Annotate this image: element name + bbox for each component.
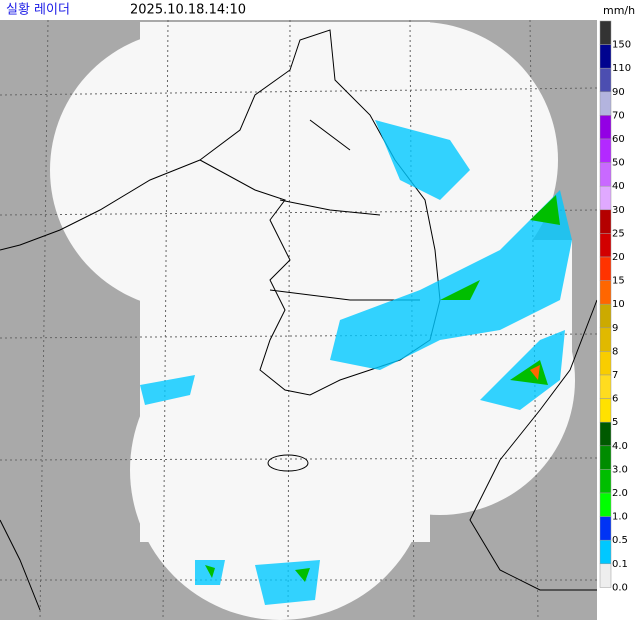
legend-label: 6 [612, 394, 618, 405]
header-bar [0, 0, 635, 20]
legend-swatch [599, 539, 612, 565]
legend-label: 20 [612, 252, 625, 263]
legend-label: 110 [612, 63, 631, 74]
legend-swatch [599, 469, 612, 494]
legend-swatch [599, 20, 612, 45]
legend-label: 30 [612, 205, 625, 216]
legend-label: 0.0 [612, 582, 628, 593]
legend-swatch [599, 91, 612, 116]
legend-swatch [599, 256, 612, 281]
legend-swatch [599, 445, 612, 470]
legend-label: 60 [612, 134, 625, 145]
legend-swatch [599, 162, 612, 187]
legend-swatch [599, 67, 612, 93]
legend-label: 0.1 [612, 559, 628, 570]
legend-swatch [599, 303, 612, 329]
legend-swatch [599, 421, 612, 447]
legend-swatch [599, 398, 612, 423]
legend-label: 8 [612, 346, 618, 357]
timestamp: 2025.10.18.14:10 [130, 3, 246, 18]
legend-swatch [599, 138, 612, 163]
legend-label: 1.0 [612, 512, 628, 523]
legend-label: 25 [612, 228, 625, 239]
legend-swatch [599, 185, 612, 211]
title: 실황 레이더 [6, 3, 70, 18]
legend: 150 110 90 70 60 50 40 30 25 20 15 10 9 8 7 6 5 4.0 3.0 2.0… [599, 20, 631, 593]
legend-label: 0.5 [612, 535, 628, 546]
legend-label: 15 [612, 276, 625, 287]
legend-label: 70 [612, 110, 625, 121]
legend-swatch [599, 351, 612, 376]
legend-label: 90 [612, 87, 625, 98]
legend-swatch [599, 563, 612, 588]
grid [0, 19, 598, 620]
legend-label: 5 [612, 417, 618, 428]
legend-label: 2.0 [612, 488, 628, 499]
legend-swatch [599, 233, 612, 258]
legend-swatch [599, 516, 612, 541]
legend-swatch [599, 492, 612, 517]
legend-swatch [599, 115, 612, 140]
legend-swatch [599, 44, 612, 69]
legend-swatch [599, 374, 612, 399]
legend-label: 4.0 [612, 441, 628, 452]
legend-label: 50 [612, 158, 625, 169]
legend-label: 40 [612, 181, 625, 192]
legend-label: 9 [612, 323, 618, 334]
legend-swatch [599, 327, 612, 352]
legend-label: 150 [612, 40, 631, 51]
legend-label: 10 [612, 299, 625, 310]
legend-label: 7 [612, 370, 618, 381]
legend-swatch [599, 280, 612, 305]
unit: mm/h [603, 4, 635, 17]
precipitation [140, 120, 572, 605]
legend-label: 3.0 [612, 464, 628, 475]
legend-swatch [599, 209, 612, 234]
